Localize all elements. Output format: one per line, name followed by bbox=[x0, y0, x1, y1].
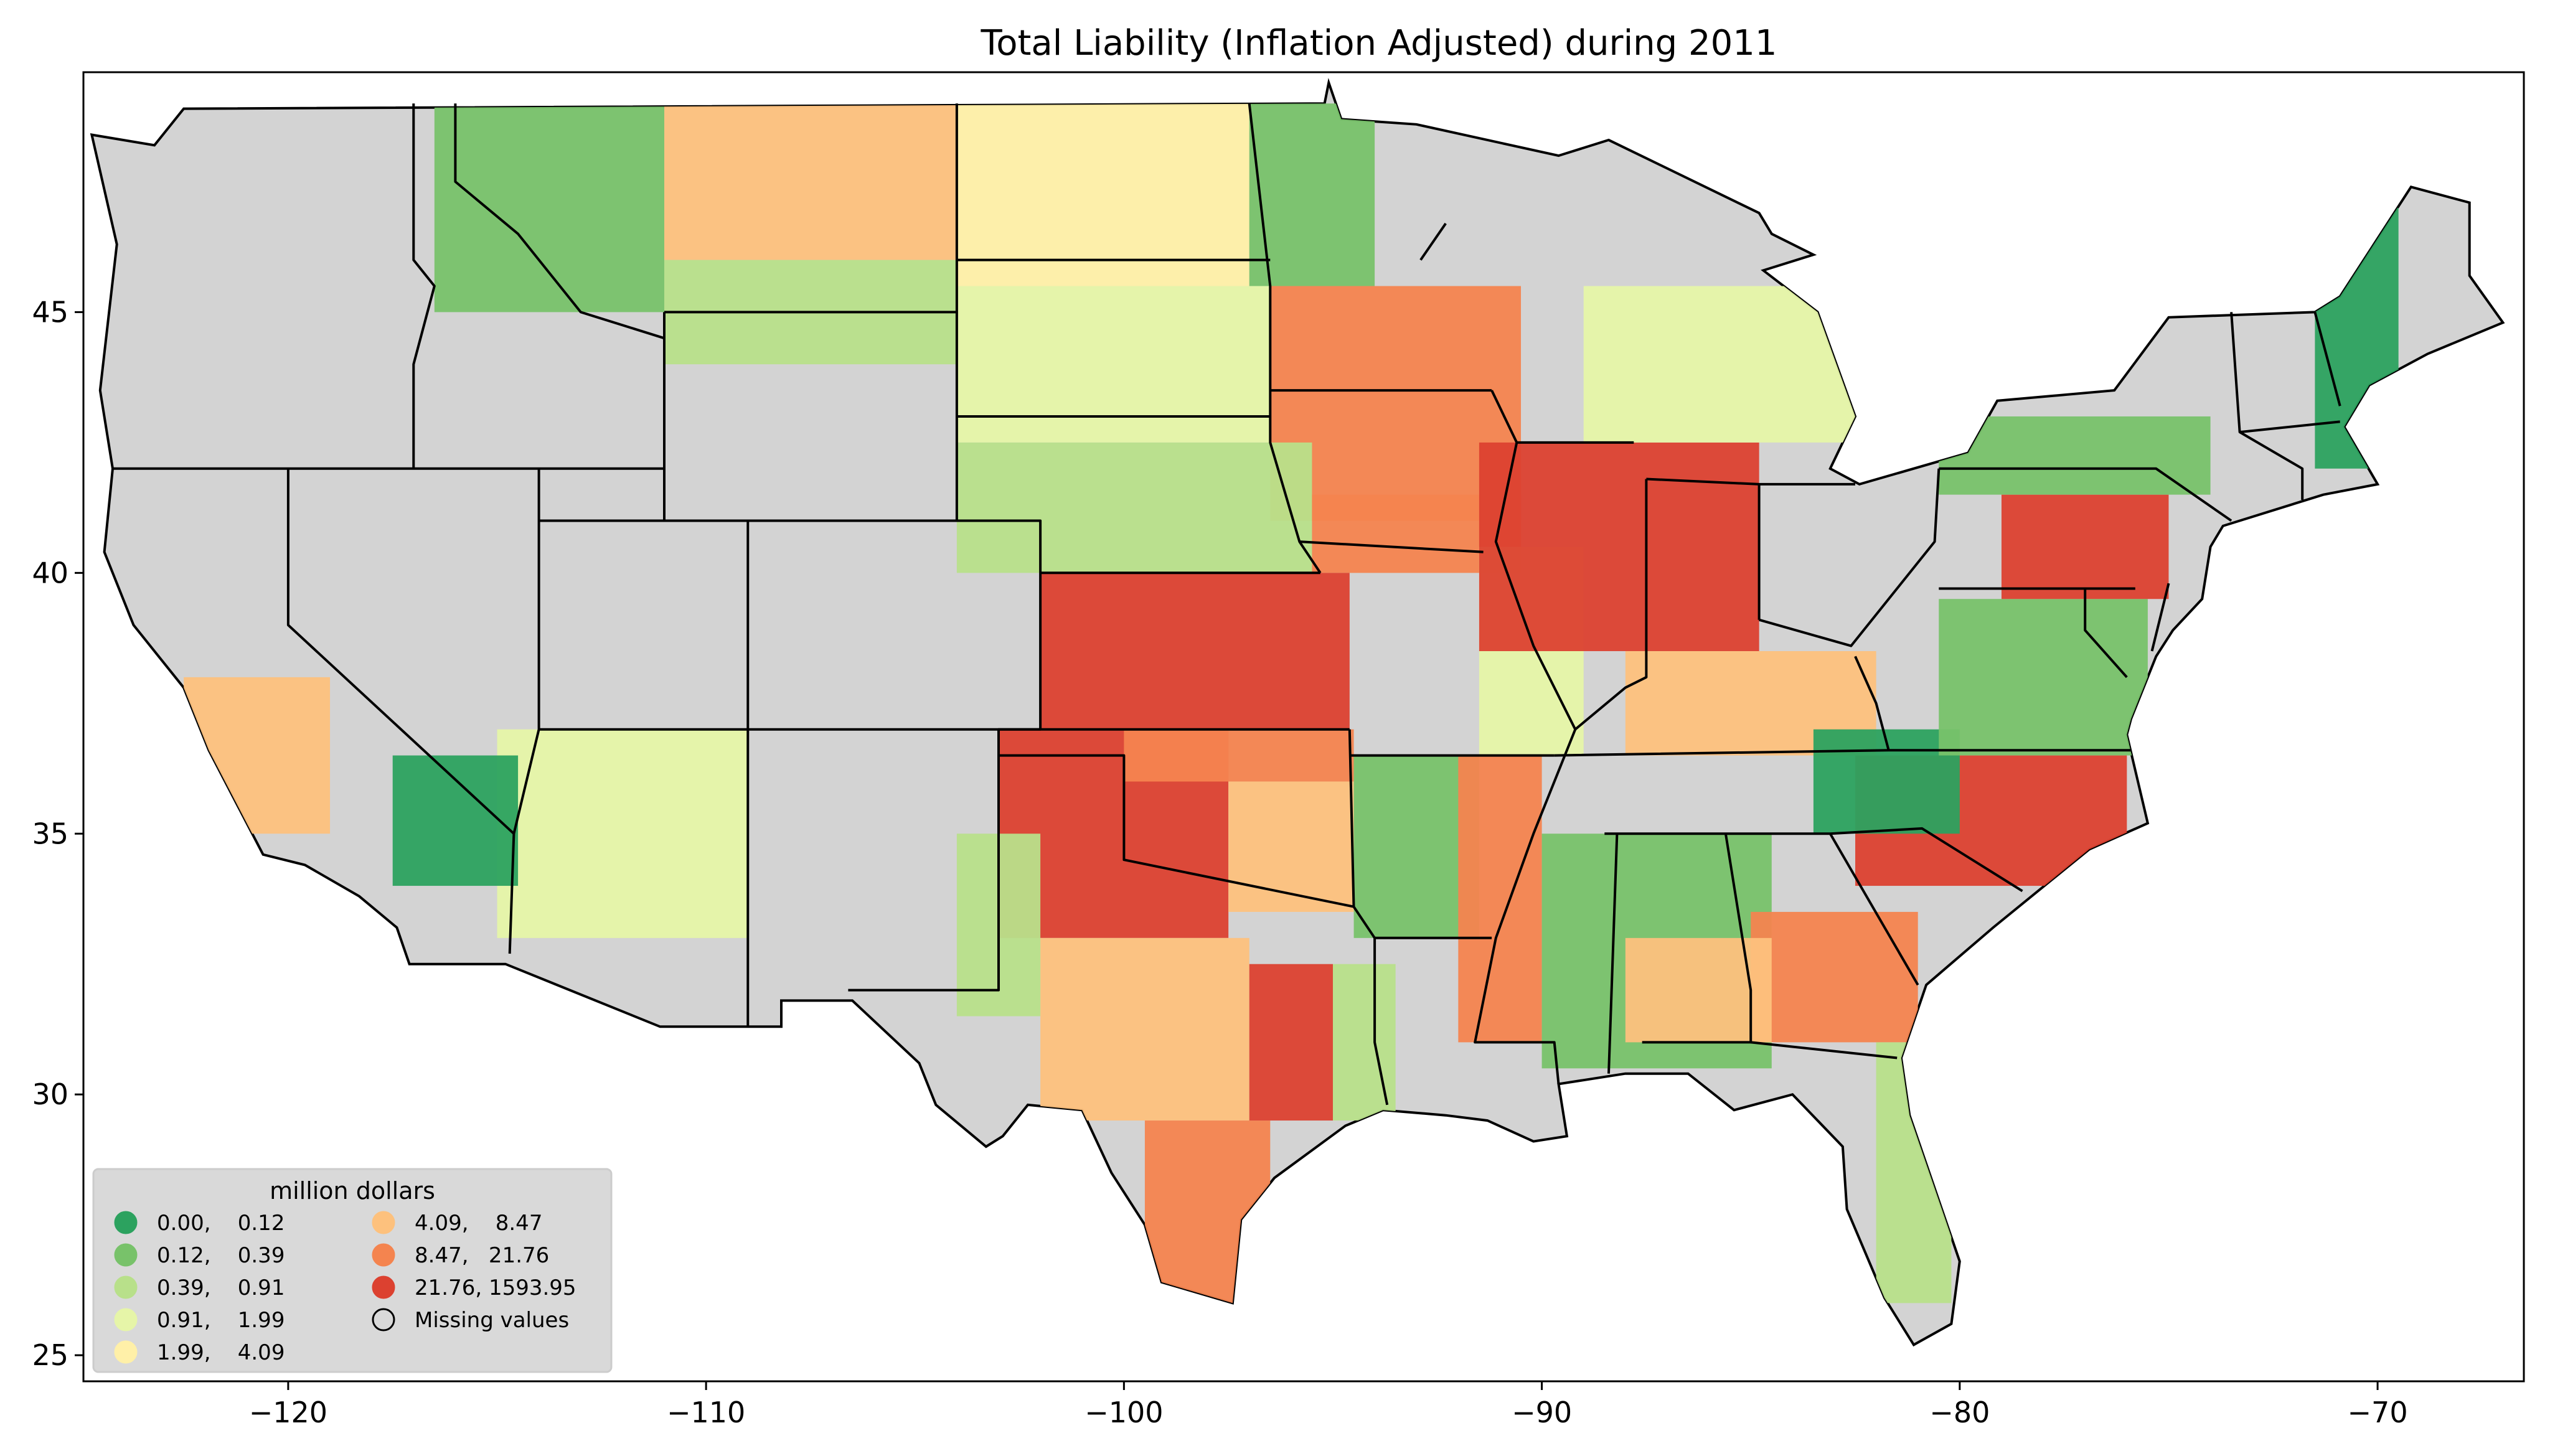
county-region bbox=[1939, 416, 2211, 495]
legend-label: 0.91, 1.99 bbox=[157, 1308, 285, 1333]
legend: million dollars 0.00, 0.12 0.12, 0.39 0.39… bbox=[92, 1168, 613, 1373]
county-region bbox=[1479, 442, 1759, 652]
county-region bbox=[1249, 964, 1333, 1121]
county-region bbox=[1939, 599, 2148, 756]
state-border bbox=[1574, 479, 1648, 731]
county-region bbox=[1458, 755, 1542, 1043]
state-border bbox=[1373, 937, 1389, 1106]
legend-label: 0.12, 0.39 bbox=[157, 1243, 285, 1268]
state-border bbox=[1759, 468, 1941, 647]
state-border bbox=[286, 468, 515, 835]
state-border bbox=[1939, 467, 2232, 522]
y-tick-label: 30 bbox=[32, 1078, 68, 1111]
state-border bbox=[999, 754, 1354, 908]
legend-marker bbox=[114, 1308, 138, 1332]
legend-marker bbox=[114, 1275, 138, 1299]
county-region bbox=[956, 286, 1271, 443]
state-border bbox=[2084, 588, 2128, 679]
county-region bbox=[2001, 494, 2169, 599]
county-region bbox=[1751, 911, 1918, 1043]
legend-marker bbox=[114, 1340, 138, 1364]
state-border bbox=[2230, 312, 2304, 500]
plot-area bbox=[83, 72, 2524, 1381]
county-region bbox=[1040, 573, 1350, 730]
state-border bbox=[1299, 540, 1484, 553]
legend-marker bbox=[372, 1243, 395, 1267]
county-region bbox=[1583, 286, 1856, 443]
state-border bbox=[1419, 222, 1447, 261]
legend-label: 8.47, 21.76 bbox=[415, 1243, 549, 1268]
legend-marker bbox=[372, 1211, 395, 1234]
legend-label: 1.99, 4.09 bbox=[157, 1340, 285, 1365]
state-border bbox=[508, 468, 540, 954]
state-border bbox=[1750, 1041, 1898, 1059]
y-tick-label: 45 bbox=[32, 295, 68, 329]
y-tick-label: 35 bbox=[32, 817, 68, 850]
state-border bbox=[2150, 583, 2170, 652]
county-region bbox=[497, 729, 748, 938]
county-region bbox=[1625, 937, 1772, 1043]
county-region bbox=[392, 755, 519, 886]
county-region bbox=[956, 442, 1312, 573]
x-tick-label: −80 bbox=[1929, 1396, 1990, 1429]
x-axis: −120 −110 −100 −90 −80 −70 bbox=[249, 1381, 2408, 1429]
legend-marker bbox=[114, 1211, 138, 1234]
legend-label: Missing values bbox=[415, 1308, 569, 1333]
x-tick-label: −70 bbox=[2348, 1396, 2408, 1429]
county-region bbox=[664, 103, 957, 260]
county-region bbox=[434, 103, 665, 312]
state-border bbox=[1646, 477, 1855, 486]
county-region bbox=[1040, 937, 1249, 1121]
state-border bbox=[1348, 729, 1376, 939]
state-border bbox=[1642, 833, 1753, 1044]
x-tick-label: −100 bbox=[1084, 1396, 1163, 1429]
state-border bbox=[1248, 103, 1322, 574]
chart-title: Total Liability (Inflation Adjusted) dur… bbox=[981, 23, 1777, 63]
county-region bbox=[956, 103, 1249, 286]
legend-label: 0.39, 0.91 bbox=[157, 1275, 285, 1300]
county-region bbox=[1353, 755, 1479, 938]
legend-label: 0.00, 0.12 bbox=[157, 1211, 285, 1236]
legend-title: million dollars bbox=[270, 1177, 435, 1205]
legend-label: 21.76, 1593.95 bbox=[415, 1275, 576, 1300]
legend-items: 0.00, 0.12 0.12, 0.39 0.39, 0.91 0.91, 1.99… bbox=[114, 1211, 576, 1365]
x-tick-label: −120 bbox=[249, 1396, 327, 1429]
state-border bbox=[454, 103, 665, 340]
state-border bbox=[2313, 311, 2341, 406]
y-tick-label: 40 bbox=[32, 556, 68, 589]
county-region bbox=[1228, 781, 1354, 912]
state-border bbox=[412, 103, 436, 469]
legend-marker bbox=[114, 1243, 138, 1267]
state-borders bbox=[113, 103, 2341, 1106]
x-tick-label: −90 bbox=[1512, 1396, 1572, 1429]
state-border bbox=[1854, 655, 1890, 751]
state-border bbox=[1829, 833, 1919, 986]
state-border bbox=[2239, 420, 2340, 434]
plot-frame bbox=[82, 71, 2525, 1383]
state-border bbox=[1607, 834, 1619, 1074]
legend-label: 4.09, 8.47 bbox=[415, 1211, 542, 1236]
x-tick-label: −110 bbox=[667, 1396, 745, 1429]
state-border bbox=[663, 312, 750, 1027]
y-axis: 25 30 35 40 45 bbox=[32, 295, 83, 1372]
y-tick-label: 25 bbox=[32, 1338, 68, 1372]
county-region bbox=[1249, 103, 1375, 286]
county-region bbox=[1124, 729, 1354, 782]
legend-marker-missing bbox=[372, 1308, 395, 1332]
legend-box bbox=[92, 1168, 613, 1373]
legend-marker bbox=[372, 1275, 395, 1299]
state-border bbox=[1474, 390, 1577, 1084]
